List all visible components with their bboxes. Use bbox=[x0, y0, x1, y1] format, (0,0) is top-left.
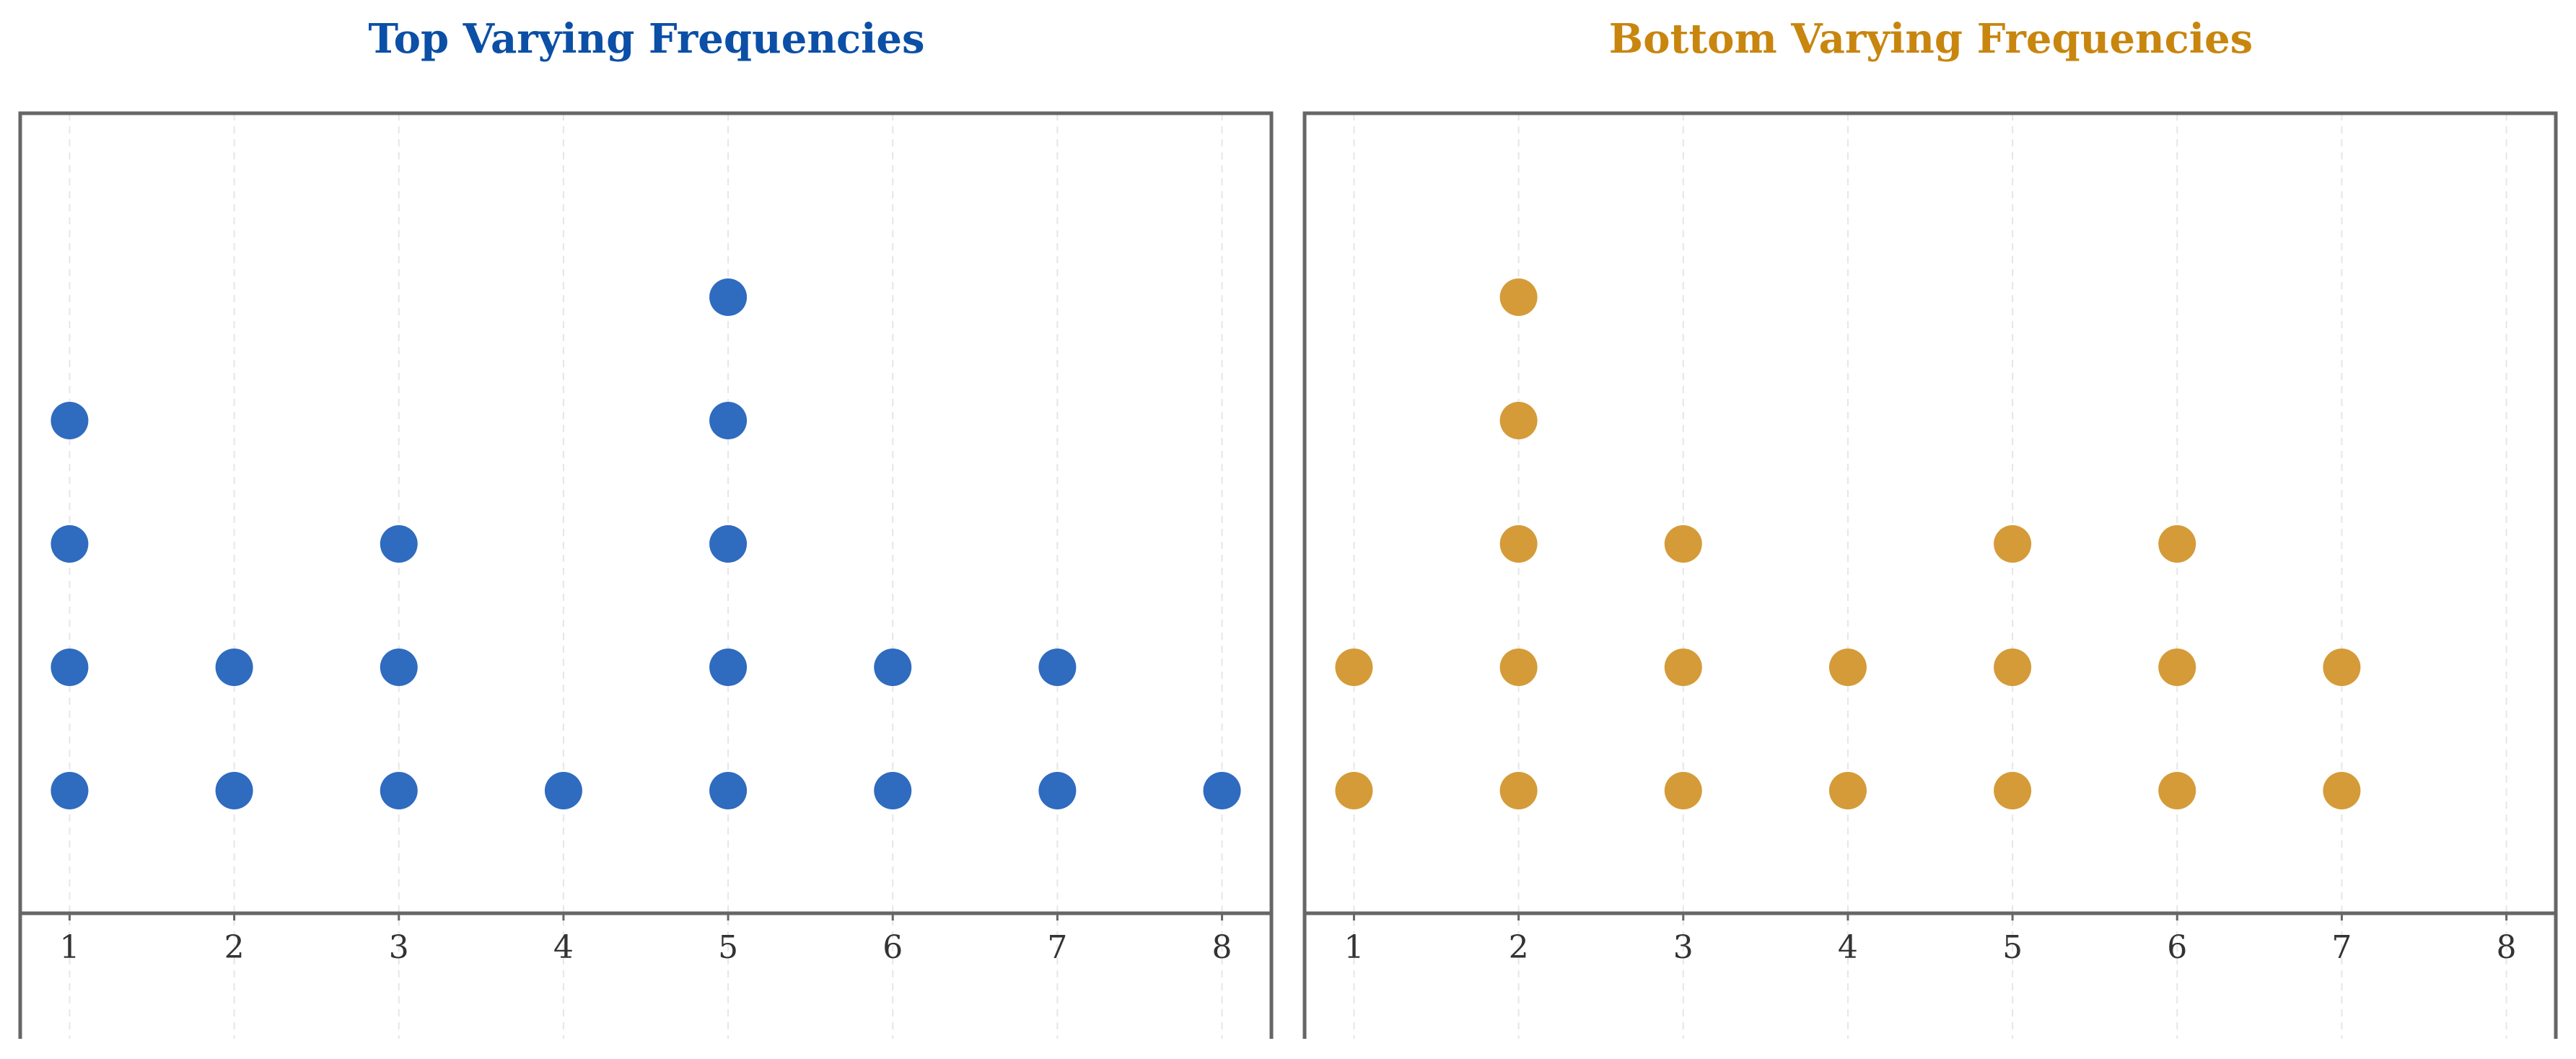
left-panel-title: Top Varying Frequencies bbox=[368, 15, 925, 63]
left-dot bbox=[380, 525, 418, 563]
left-dot bbox=[1038, 649, 1077, 686]
right-dot bbox=[1335, 772, 1373, 809]
left-x-tick-label: 5 bbox=[718, 929, 738, 966]
right-dot bbox=[1994, 649, 2032, 686]
right-dot bbox=[1499, 525, 1538, 563]
right-dot bbox=[1664, 772, 1702, 809]
left-x-tick-label: 3 bbox=[389, 929, 409, 966]
left-dot bbox=[709, 649, 748, 686]
left-panel-frame bbox=[18, 111, 1274, 1039]
right-dot bbox=[1994, 525, 2032, 563]
left-x-tick-label: 4 bbox=[553, 929, 574, 966]
left-dot bbox=[380, 649, 418, 686]
left-x-tick-label: 2 bbox=[224, 929, 245, 966]
left-dot bbox=[380, 772, 418, 809]
left-dot bbox=[51, 402, 89, 439]
right-dot bbox=[1664, 649, 1702, 686]
right-dot bbox=[2323, 649, 2361, 686]
right-dot bbox=[1499, 278, 1538, 316]
left-dot bbox=[51, 525, 89, 563]
right-dot bbox=[2158, 525, 2196, 563]
left-dot bbox=[874, 772, 912, 809]
right-dot bbox=[1828, 772, 1867, 809]
left-x-tick-label: 7 bbox=[1047, 929, 1067, 966]
left-dot bbox=[51, 649, 89, 686]
right-panel-title: Bottom Varying Frequencies bbox=[1608, 15, 2253, 63]
left-dot bbox=[544, 772, 582, 809]
right-panel-frame bbox=[1302, 111, 2558, 1039]
right-x-tick-label: 4 bbox=[1838, 929, 1858, 966]
right-dot bbox=[2158, 649, 2196, 686]
left-dot bbox=[51, 772, 89, 809]
left-dot bbox=[1038, 772, 1077, 809]
left-dot bbox=[874, 649, 912, 686]
right-dot bbox=[1664, 525, 1702, 563]
left-dot bbox=[709, 525, 748, 563]
left-x-tick-label: 6 bbox=[882, 929, 903, 966]
right-dot bbox=[1994, 772, 2032, 809]
right-dot bbox=[2323, 772, 2361, 809]
left-dot bbox=[1203, 772, 1241, 809]
right-x-tick-label: 3 bbox=[1673, 929, 1694, 966]
left-x-tick-label: 8 bbox=[1212, 929, 1232, 966]
right-dot bbox=[2158, 772, 2196, 809]
right-x-tick-label: 1 bbox=[1344, 929, 1364, 966]
right-dot bbox=[1335, 649, 1373, 686]
left-dot bbox=[215, 772, 253, 809]
left-x-tick-label: 1 bbox=[59, 929, 79, 966]
right-x-tick-label: 6 bbox=[2167, 929, 2187, 966]
right-dot bbox=[1499, 649, 1538, 686]
right-x-tick-label: 7 bbox=[2331, 929, 2352, 966]
left-dot bbox=[215, 649, 253, 686]
right-dot bbox=[1499, 402, 1538, 439]
right-dot bbox=[1499, 772, 1538, 809]
right-dot bbox=[1828, 649, 1867, 686]
right-x-tick-label: 5 bbox=[2002, 929, 2023, 966]
left-dot bbox=[709, 772, 748, 809]
right-x-tick-label: 8 bbox=[2497, 929, 2517, 966]
left-dot bbox=[709, 402, 748, 439]
left-dot bbox=[709, 278, 748, 316]
right-x-tick-label: 2 bbox=[1509, 929, 1529, 966]
